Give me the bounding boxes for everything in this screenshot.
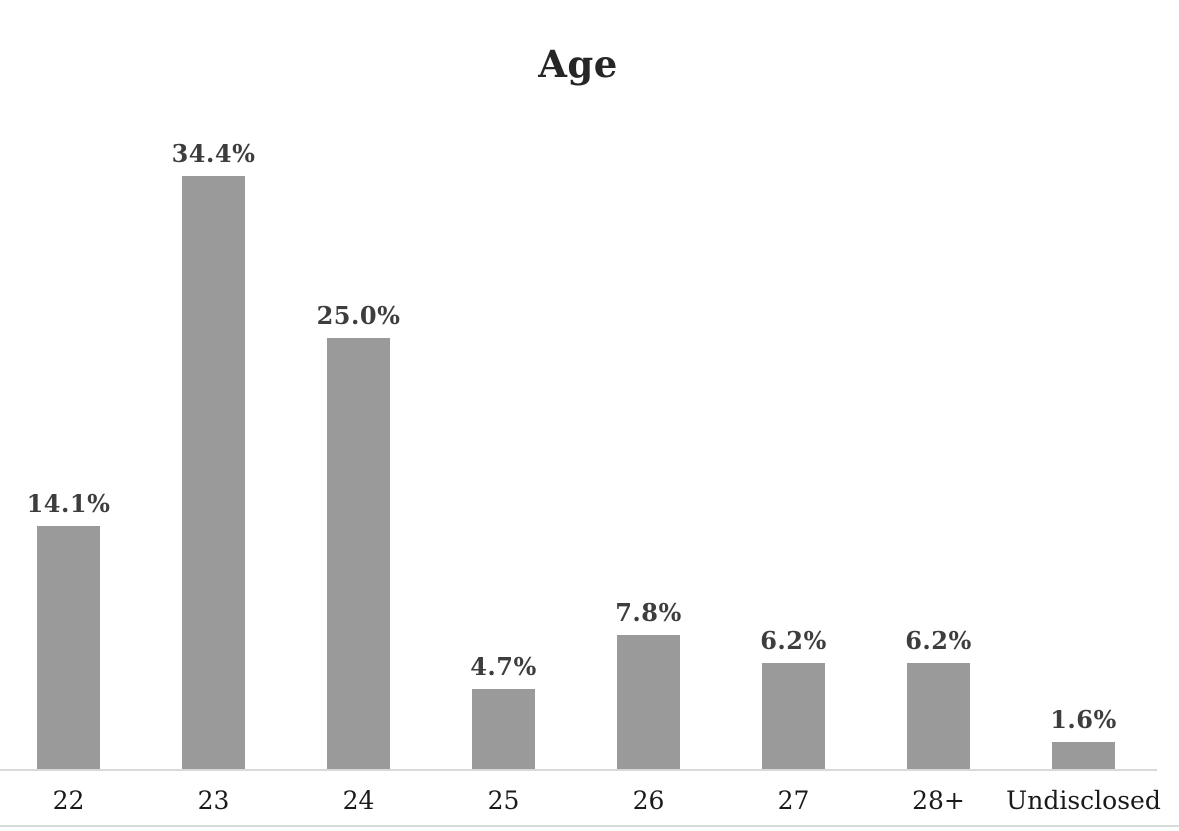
data-label: 25.0% [316, 301, 401, 330]
data-label: 34.4% [171, 138, 256, 168]
bar-24 [327, 338, 390, 770]
x-tick-label: 26 [632, 786, 665, 815]
bar-Undisclosed [1052, 742, 1115, 770]
bar-27 [762, 662, 825, 770]
data-label: 6.2% [760, 625, 827, 655]
x-tick-label: 23 [197, 786, 230, 815]
bar-28+ [907, 662, 970, 770]
bar-25 [472, 688, 535, 770]
bar-26 [617, 635, 680, 770]
data-label: 14.1% [26, 489, 111, 519]
chart-title: Age [538, 42, 618, 86]
x-tick-label: Undisclosed [1006, 786, 1161, 815]
x-tick-label: 22 [52, 786, 85, 815]
x-tick-label: 25 [487, 786, 520, 815]
x-tick-label: 28+ [912, 786, 965, 815]
bar-23 [182, 175, 245, 770]
x-tick-label: 24 [342, 786, 375, 815]
bar-22 [37, 526, 100, 770]
x-tick-label: 27 [777, 786, 810, 815]
data-label: 6.2% [905, 625, 972, 655]
data-label: 1.6% [1050, 705, 1117, 735]
data-label: 7.8% [615, 598, 682, 628]
chart-bottom-border [0, 825, 1179, 827]
data-label: 4.7% [470, 651, 537, 681]
x-axis-line [0, 769, 1157, 771]
